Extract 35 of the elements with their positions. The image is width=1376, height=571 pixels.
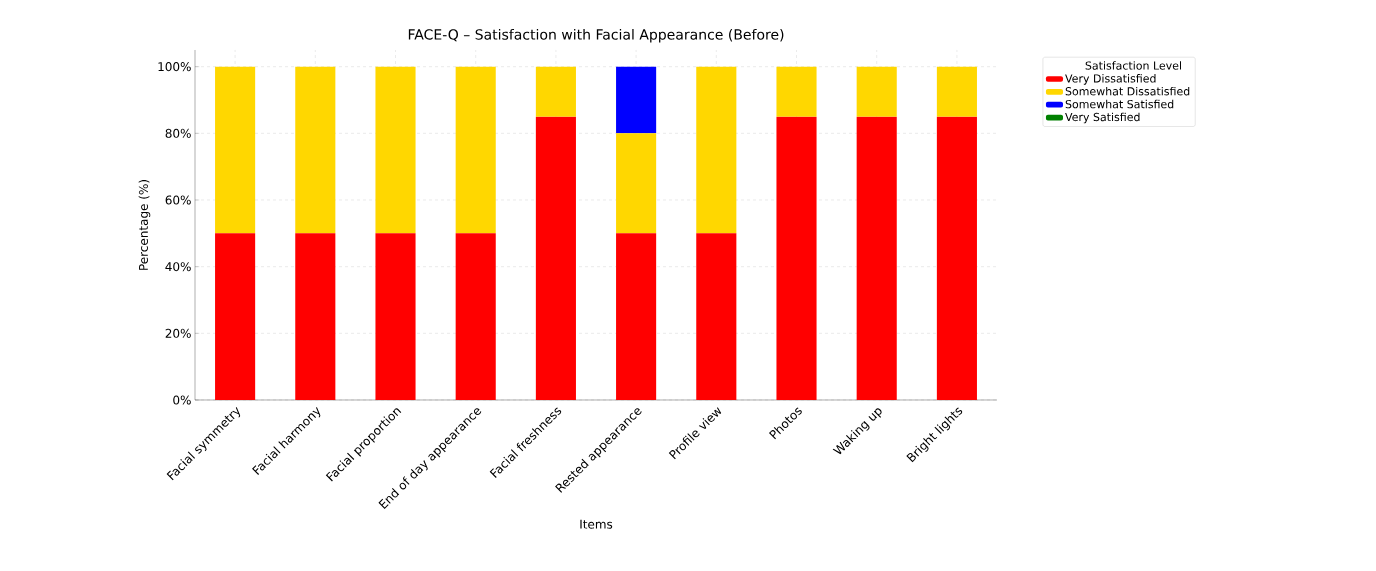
bar <box>776 66 817 117</box>
bar <box>535 116 576 400</box>
bar <box>616 66 657 134</box>
legend-title: Satisfaction Level <box>1085 61 1181 70</box>
x-axis-title: Items <box>580 519 613 529</box>
bar <box>696 233 737 400</box>
y-tick-label: 60% <box>165 195 191 205</box>
legend-label: Somewhat Satisfied <box>1065 99 1174 109</box>
bar <box>616 133 657 234</box>
legend-label: Somewhat Dissatisfied <box>1065 86 1190 96</box>
bar <box>375 66 416 234</box>
bar <box>295 66 336 234</box>
bar <box>455 233 496 400</box>
bar <box>215 66 256 234</box>
bar <box>215 233 256 400</box>
bar <box>936 116 977 400</box>
legend-label: Very Dissatisfied <box>1065 74 1156 85</box>
legend-label: Very Satisfied <box>1065 112 1140 124</box>
bar <box>856 66 897 117</box>
y-tick-label: 0% <box>173 395 191 405</box>
bar <box>535 66 576 117</box>
y-tick-label: 80% <box>165 128 191 138</box>
bar <box>696 66 737 234</box>
bar <box>455 66 496 234</box>
y-tick-label: 20% <box>165 328 191 338</box>
bar <box>776 116 817 400</box>
y-tick-label: 100% <box>158 62 191 72</box>
chart-title: FACE-Q – Satisfaction with Facial Appearance (Before) <box>408 28 784 43</box>
bar <box>375 233 416 400</box>
y-tick-label: 40% <box>165 262 191 272</box>
y-axis-title: Percentage (%) <box>138 179 151 270</box>
bar <box>616 233 657 400</box>
bar <box>936 66 977 117</box>
bar <box>856 116 897 400</box>
bar <box>295 233 336 400</box>
